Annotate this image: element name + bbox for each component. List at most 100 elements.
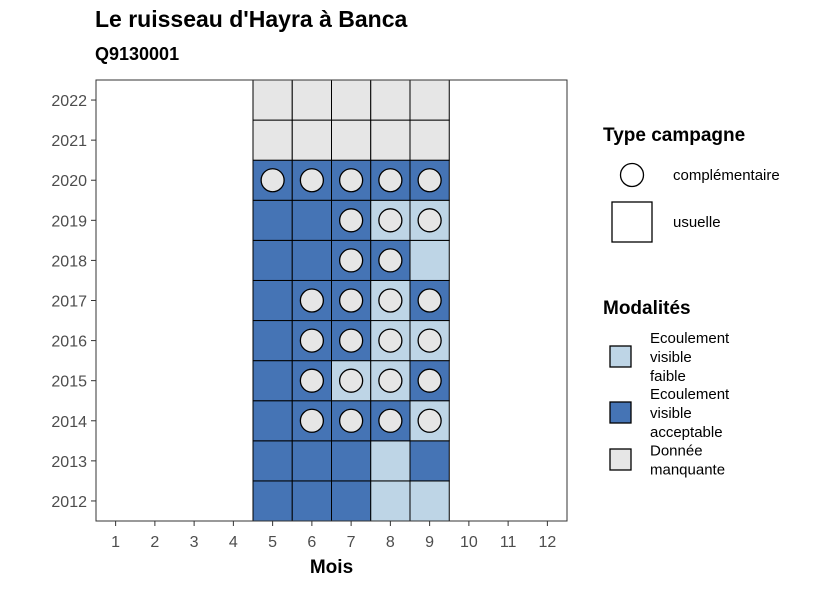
marker-2019-7 — [338, 208, 364, 233]
marker-2017-7 — [338, 288, 364, 313]
legend-label-manquante-line-2: manquante — [650, 462, 725, 479]
x-tick-label-9: 9 — [425, 534, 434, 551]
marker-2015-8 — [378, 368, 403, 393]
marker-2017-8 — [378, 288, 403, 313]
marker-2014-8 — [378, 408, 403, 433]
cell-2014-5 — [252, 400, 293, 442]
marker-2020-7 — [338, 168, 364, 193]
cell-2015-5 — [252, 360, 293, 402]
y-tick-label-2020: 2020 — [51, 173, 87, 190]
y-tick-label-2014: 2014 — [51, 414, 87, 431]
cell-2021-9 — [409, 119, 450, 161]
x-tick-label-12: 12 — [538, 534, 556, 551]
marker-2015-9 — [417, 368, 442, 393]
cell-2018-6 — [291, 239, 332, 281]
cell-2021-7 — [331, 119, 372, 161]
cell-2013-8 — [370, 440, 411, 482]
y-axis: 2012 2013 2014 2015 2016 2017 2018 2019 2020 2021… — [51, 93, 96, 511]
cell-2022-5 — [252, 79, 293, 121]
marker-2019-9 — [417, 208, 442, 233]
marker-2016-9 — [417, 328, 442, 353]
marker-2015-6 — [299, 368, 325, 393]
legend-key-complementaire — [619, 162, 645, 188]
y-tick-label-2021: 2021 — [51, 133, 87, 150]
legend-key-faible — [609, 345, 632, 368]
cell-2013-9 — [409, 440, 450, 482]
legend-key-manquante — [609, 448, 632, 471]
cell-2022-7 — [331, 79, 372, 121]
cell-2013-7 — [331, 440, 372, 482]
cell-2021-8 — [370, 119, 411, 161]
marker-2014-7 — [338, 408, 364, 433]
cell-2021-5 — [252, 119, 293, 161]
legend-title-modalites: Modalités — [603, 298, 691, 319]
x-tick-label-3: 3 — [190, 534, 199, 551]
y-tick-label-2019: 2019 — [51, 213, 87, 230]
cell-2012-6 — [291, 480, 332, 522]
cell-2013-5 — [252, 440, 293, 482]
cell-2012-5 — [252, 480, 293, 522]
chart-title: Le ruisseau d'Hayra à Banca — [95, 6, 408, 32]
legend-label-acceptable-line-3: acceptable — [650, 424, 723, 441]
cell-2019-5 — [252, 199, 293, 241]
marker-2016-8 — [378, 328, 403, 353]
marker-2019-8 — [378, 208, 403, 233]
legend-label-usuelle: usuelle — [673, 214, 721, 231]
legend-label-faible-line-1: Ecoulement — [650, 330, 730, 347]
marker-2017-6 — [299, 288, 325, 313]
marker-2016-7 — [338, 328, 364, 353]
legend-label-acceptable-line-1: Ecoulement — [650, 386, 730, 403]
cell-2018-5 — [252, 239, 293, 281]
x-tick-label-8: 8 — [386, 534, 395, 551]
marker-2016-6 — [299, 328, 325, 353]
x-tick-label-5: 5 — [268, 534, 277, 551]
cell-2022-9 — [409, 79, 450, 121]
cell-2017-5 — [252, 279, 293, 322]
marker-2020-6 — [299, 168, 325, 193]
legend-label-faible-line-2: visible — [650, 349, 692, 366]
x-tick-label-6: 6 — [307, 534, 316, 551]
marker-2018-7 — [338, 248, 364, 273]
y-tick-label-2017: 2017 — [51, 294, 87, 311]
marker-2018-8 — [378, 248, 403, 273]
markers-layer — [260, 168, 442, 433]
marker-2020-5 — [260, 168, 285, 193]
legend-key-acceptable — [609, 401, 632, 424]
cell-2016-5 — [252, 320, 293, 362]
marker-2014-6 — [299, 408, 325, 433]
cell-2012-8 — [370, 480, 411, 522]
cell-2022-8 — [370, 79, 411, 121]
marker-2017-9 — [417, 288, 442, 313]
cell-2012-9 — [409, 480, 450, 522]
cell-2018-9 — [409, 239, 450, 281]
x-tick-label-2: 2 — [150, 534, 159, 551]
y-tick-label-2013: 2013 — [51, 454, 87, 471]
y-tick-label-2022: 2022 — [51, 93, 87, 110]
y-tick-label-2018: 2018 — [51, 253, 87, 270]
x-tick-label-11: 11 — [500, 534, 517, 551]
x-tick-label-4: 4 — [229, 534, 238, 551]
x-axis-title: Mois — [310, 557, 353, 578]
legend-label-complementaire: complémentaire — [673, 167, 780, 184]
cell-2012-7 — [331, 480, 372, 522]
y-tick-label-2015: 2015 — [51, 374, 87, 391]
marker-2015-7 — [338, 368, 364, 393]
legend-label-manquante-line-1: Donnée — [650, 443, 703, 460]
x-tick-label-7: 7 — [347, 534, 356, 551]
cell-2019-6 — [291, 199, 332, 241]
x-tick-label-1: 1 — [111, 534, 120, 551]
chart-subtitle: Q9130001 — [95, 44, 180, 64]
cell-2021-6 — [291, 119, 332, 161]
legend-label-faible-line-3: faible — [650, 368, 686, 385]
marker-2014-9 — [417, 408, 442, 433]
legend-label-acceptable-line-2: visible — [650, 405, 692, 422]
legend: Type campagne complémentaire usuelle Modali… — [603, 125, 780, 479]
cell-2013-6 — [291, 440, 332, 482]
x-axis: 1 2 3 4 5 6 7 8 9 10 11 12 — [111, 521, 556, 551]
y-tick-label-2016: 2016 — [51, 334, 87, 351]
legend-key-usuelle — [611, 201, 653, 243]
cell-2022-6 — [291, 79, 332, 121]
x-tick-label-10: 10 — [460, 534, 478, 551]
legend-title-type-campagne: Type campagne — [603, 125, 745, 146]
